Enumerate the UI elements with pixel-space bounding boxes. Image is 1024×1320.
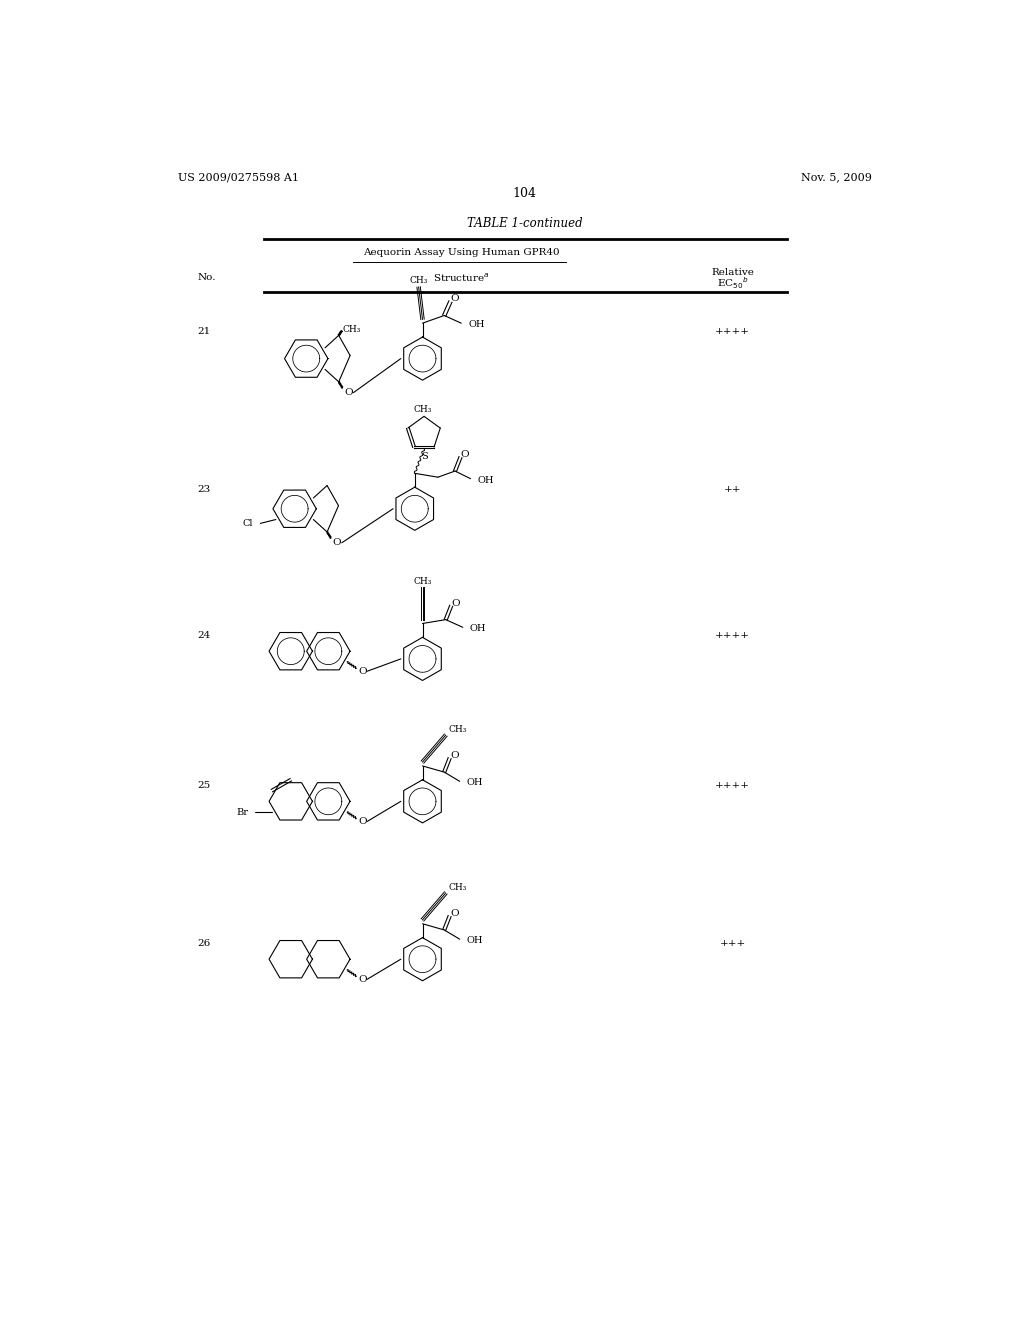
Text: +++: +++: [720, 940, 745, 948]
Text: O: O: [344, 388, 353, 397]
Text: OH: OH: [467, 779, 483, 787]
Text: No.: No.: [198, 273, 216, 282]
Text: O: O: [358, 667, 367, 676]
Text: OH: OH: [477, 475, 494, 484]
Text: Cl: Cl: [242, 519, 253, 528]
Text: ++++: ++++: [715, 781, 750, 791]
Text: OH: OH: [467, 936, 483, 945]
Text: O: O: [461, 450, 469, 459]
Text: O: O: [358, 974, 367, 983]
Text: S: S: [421, 451, 427, 461]
Text: O: O: [452, 599, 460, 609]
Text: 24: 24: [198, 631, 211, 640]
Text: O: O: [358, 817, 367, 826]
Text: US 2009/0275598 A1: US 2009/0275598 A1: [178, 173, 299, 182]
Text: CH₃: CH₃: [449, 883, 467, 892]
Text: OH: OH: [470, 624, 486, 634]
Text: O: O: [451, 294, 460, 304]
Text: ++++: ++++: [715, 631, 750, 640]
Text: O: O: [450, 751, 459, 760]
Text: Nov. 5, 2009: Nov. 5, 2009: [801, 173, 872, 182]
Text: CH₃: CH₃: [410, 276, 428, 285]
Text: TABLE 1-continued: TABLE 1-continued: [467, 218, 583, 231]
Text: Relative: Relative: [711, 268, 754, 277]
Text: CH₃: CH₃: [343, 325, 361, 334]
Text: Br: Br: [237, 808, 249, 817]
Text: 23: 23: [198, 484, 211, 494]
Text: EC$_{50}$$^b$: EC$_{50}$$^b$: [717, 276, 749, 290]
Text: CH₃: CH₃: [414, 577, 432, 586]
Text: O: O: [450, 909, 459, 919]
Text: ++++: ++++: [715, 327, 750, 337]
Text: ++: ++: [724, 484, 741, 494]
Text: CH₃: CH₃: [414, 405, 432, 414]
Text: 25: 25: [198, 781, 211, 791]
Text: O: O: [333, 539, 341, 548]
Text: 104: 104: [513, 186, 537, 199]
Text: Structure$^a$: Structure$^a$: [433, 272, 489, 284]
Text: CH₃: CH₃: [449, 725, 467, 734]
Text: OH: OH: [469, 321, 485, 329]
Text: Aequorin Assay Using Human GPR40: Aequorin Assay Using Human GPR40: [362, 248, 559, 257]
Text: 21: 21: [198, 327, 211, 337]
Text: 26: 26: [198, 940, 211, 948]
